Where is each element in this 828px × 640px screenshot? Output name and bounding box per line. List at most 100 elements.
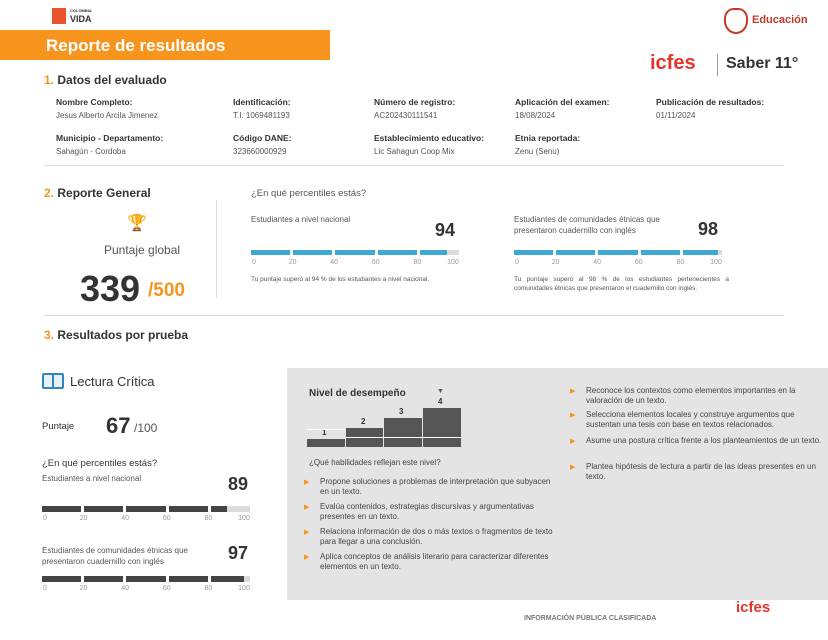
bullet-icon: ▶ — [304, 554, 310, 561]
bar-segment — [168, 576, 208, 582]
skill-item: Evalúa contenidos, estrategias discursiv… — [320, 502, 534, 521]
level-number: 1 — [322, 428, 327, 437]
global-score-label: Puntaje global — [104, 243, 181, 257]
bar-segment — [42, 506, 82, 512]
tick-label: 40 — [330, 259, 339, 266]
bullet-icon: ▶ — [570, 438, 576, 445]
tick-label: 40 — [121, 515, 130, 522]
section-3-label: Resultados por prueba — [57, 328, 189, 342]
bar-segment — [251, 250, 291, 255]
level-step — [423, 408, 461, 447]
tick-label: 20 — [79, 515, 88, 522]
icfes-logo: icfes — [650, 52, 696, 74]
step-line — [346, 437, 461, 438]
bar-fill — [42, 506, 82, 512]
level-number: 3 — [399, 407, 404, 416]
logo-main-text: VIDA — [70, 14, 92, 24]
book-icon — [42, 373, 64, 389]
test-national-label: Estudiantes a nivel nacional — [42, 474, 142, 483]
tick-label: 0 — [43, 585, 47, 592]
bullet-icon: ▶ — [304, 529, 310, 536]
brand-divider — [717, 54, 718, 76]
test-national-value: 89 — [228, 474, 249, 494]
tick-label: 20 — [79, 585, 88, 592]
bar-fill — [84, 576, 124, 582]
bar-fill — [126, 576, 166, 582]
bar-segment — [42, 576, 82, 582]
bar-segment — [514, 250, 554, 255]
bar-segment — [293, 250, 333, 255]
tick-label: 80 — [676, 259, 685, 266]
bar-fill — [210, 576, 244, 582]
national-ticks: 0 20 40 60 80 100 — [251, 259, 459, 269]
tick-label: 0 — [515, 259, 519, 266]
field-label: Establecimiento educativo: — [374, 133, 485, 143]
field-label: Número de registro: — [374, 97, 456, 107]
ethnic-label: Estudiantes de comunidades étnicas que p… — [514, 215, 660, 235]
skill-item: Asume una postura crítica frente a los p… — [586, 436, 822, 445]
bar-fill — [84, 506, 124, 512]
bullet-icon: ▶ — [570, 388, 576, 395]
skill-item: Selecciona elementos locales y construye… — [586, 410, 795, 429]
section-divider — [44, 315, 784, 316]
bar-fill — [293, 250, 333, 255]
bar-segment — [682, 250, 722, 255]
test-ethnic-value: 97 — [228, 543, 249, 563]
skill-item: Propone soluciones a problemas de interp… — [320, 477, 551, 496]
tick-label: 40 — [121, 585, 130, 592]
test-ethnic-bar — [42, 576, 250, 582]
bar-segment — [335, 250, 375, 255]
national-percentile-bar — [251, 250, 459, 255]
bar-segment — [84, 506, 124, 512]
tick-label: 60 — [634, 259, 643, 266]
bar-segment — [126, 506, 166, 512]
field-label: Etnia reportada: — [515, 133, 581, 143]
tick-label: 100 — [238, 585, 250, 592]
logo-small-text: COLOMBIA — [70, 8, 92, 13]
tick-label: 60 — [162, 585, 171, 592]
bar-fill — [419, 250, 447, 255]
national-label: Estudiantes a nivel nacional — [251, 215, 351, 224]
field-label: Municipio - Departamento: — [56, 133, 164, 143]
bar-fill — [168, 506, 208, 512]
ethnic-note: Tu puntaje superó al 98 % de los estudia… — [514, 276, 729, 292]
field-label: Identificación: — [233, 97, 291, 107]
ministry-shield-icon — [724, 8, 748, 34]
field-value: Lic Sahagun Coop Mix — [374, 147, 455, 156]
section-1-label: Datos del evaluado — [57, 73, 167, 87]
section-3-title: 3. Resultados por prueba — [44, 328, 188, 342]
test-score-max: /100 — [134, 421, 158, 435]
test-name: Lectura Crítica — [70, 374, 155, 389]
test-score-label: Puntaje — [42, 421, 75, 432]
bar-fill — [251, 250, 291, 255]
tick-label: 0 — [43, 515, 47, 522]
bar-fill — [377, 250, 417, 255]
test-ethnic-ticks: 0 20 40 60 80 100 — [42, 585, 250, 595]
bar-fill — [168, 576, 208, 582]
bar-segment — [640, 250, 680, 255]
test-ethnic-label: Estudiantes de comunidades étnicas que p… — [42, 546, 188, 566]
footer-classification: INFORMACIÓN PÚBLICA CLASIFICADA — [524, 615, 657, 622]
ethnic-ticks: 0 20 40 60 80 100 — [514, 259, 722, 269]
field-value: 18/08/2024 — [515, 111, 556, 120]
field-value: 323660000929 — [233, 147, 287, 156]
bar-segment — [210, 576, 250, 582]
footer-icfes-logo: icfes — [736, 599, 771, 616]
bullet-icon: ▶ — [304, 504, 310, 511]
global-score-max: /500 — [148, 280, 185, 301]
ethnic-percentile-bar — [514, 250, 722, 255]
tick-label: 60 — [371, 259, 380, 266]
global-score: 339 — [80, 268, 141, 309]
section-2-title: 2. Reporte General — [44, 186, 151, 200]
skill-item: Reconoce los contextos como elementos im… — [586, 386, 796, 405]
bar-segment — [168, 506, 208, 512]
percentile-question: ¿En qué percentiles estás? — [251, 188, 367, 199]
level-step — [384, 418, 422, 447]
performance-level-title: Nivel de desempeño — [309, 388, 406, 399]
colombia-logo-icon — [52, 8, 66, 24]
section-1-number: 1. — [44, 73, 55, 87]
section-divider — [44, 165, 784, 166]
bullet-icon: ▶ — [570, 412, 576, 419]
section-1-title: 1. Datos del evaluado — [44, 73, 167, 87]
tick-label: 0 — [252, 259, 256, 266]
